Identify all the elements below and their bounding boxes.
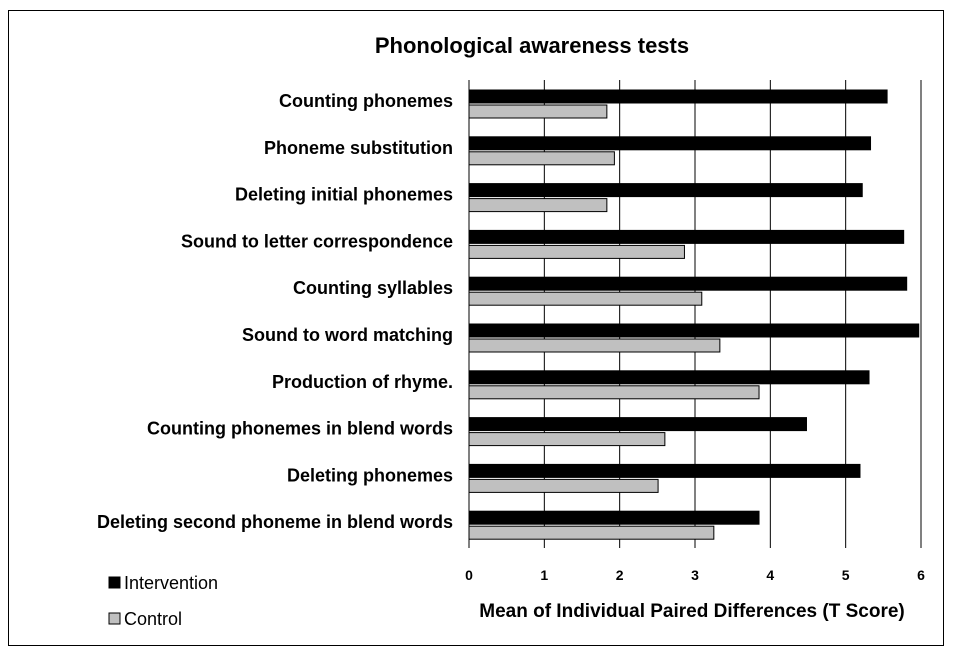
bars <box>468 89 920 540</box>
bar-control <box>468 291 703 306</box>
chart-title: Phonological awareness tests <box>375 33 689 58</box>
x-axis-label: Mean of Individual Paired Differences (T… <box>479 601 905 622</box>
bar-control <box>468 151 615 166</box>
x-tick-label: 4 <box>766 567 774 583</box>
category-label: Deleting initial phonemes <box>235 185 453 205</box>
legend: Intervention Control <box>108 573 218 629</box>
legend-label-intervention: Intervention <box>124 573 218 593</box>
legend-label-control: Control <box>124 609 182 629</box>
bar-intervention <box>468 370 870 385</box>
x-tick-label: 6 <box>917 567 925 583</box>
bar-intervention <box>468 463 861 478</box>
x-tick-label: 3 <box>691 567 699 583</box>
bar-intervention <box>468 89 888 104</box>
bar-control <box>468 104 608 119</box>
category-labels: Counting phonemes Phoneme substitution Del… <box>97 91 453 532</box>
bar-intervention <box>468 183 863 198</box>
bar-control <box>468 432 666 447</box>
bar-intervention <box>468 417 807 432</box>
category-label: Deleting second phoneme in blend words <box>97 512 453 532</box>
bar-intervention <box>468 276 908 291</box>
bar-intervention <box>468 323 920 338</box>
x-tick-label: 5 <box>842 567 850 583</box>
bar-control <box>468 244 685 259</box>
category-label: Sound to letter correspondence <box>181 231 453 251</box>
category-label: Counting phonemes <box>279 91 453 111</box>
category-label: Counting phonemes in blend words <box>147 419 453 439</box>
bar-intervention <box>468 136 872 151</box>
bar-control <box>468 385 760 400</box>
x-tick-labels: 0 1 2 3 4 5 6 <box>465 567 925 583</box>
bar-intervention <box>468 510 760 525</box>
bar-intervention <box>468 229 905 244</box>
category-label: Sound to word matching <box>242 325 453 345</box>
category-label: Counting syllables <box>293 278 453 298</box>
x-tick-label: 1 <box>540 567 548 583</box>
x-tick-label: 2 <box>616 567 624 583</box>
bar-control <box>468 198 608 213</box>
category-label: Production of rhyme. <box>272 372 453 392</box>
legend-swatch-control <box>108 612 121 625</box>
chart-frame <box>8 10 944 646</box>
x-tick-label: 0 <box>465 567 473 583</box>
category-label: Phoneme substitution <box>264 138 453 158</box>
legend-swatch-intervention <box>108 576 121 589</box>
bar-control <box>468 478 659 493</box>
bar-control <box>468 525 715 540</box>
bar-control <box>468 338 721 353</box>
category-label: Deleting phonemes <box>287 465 453 485</box>
